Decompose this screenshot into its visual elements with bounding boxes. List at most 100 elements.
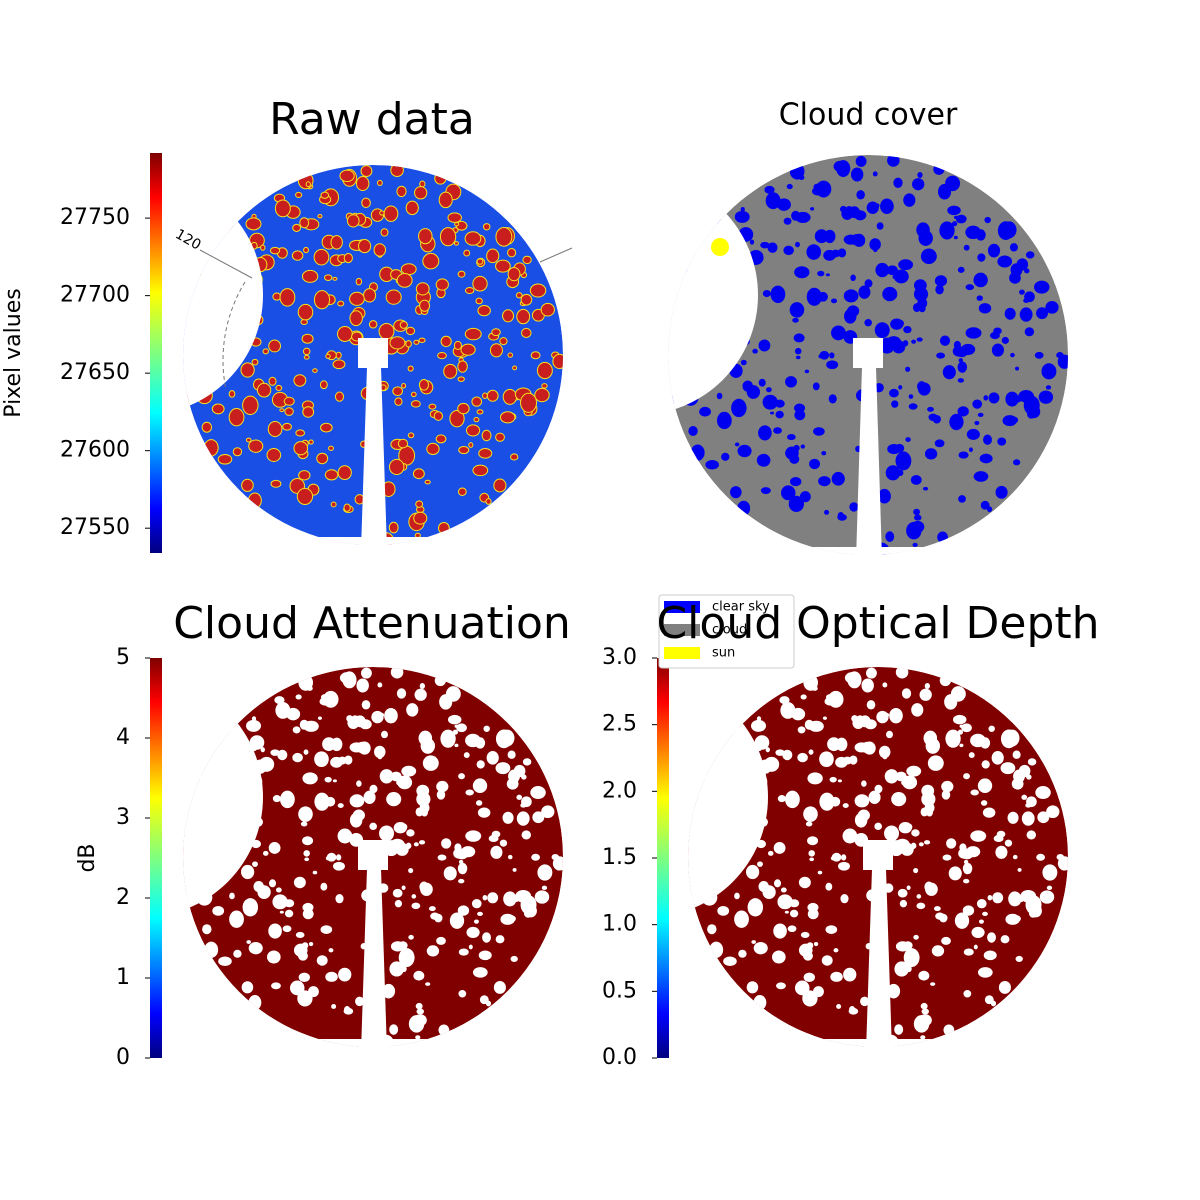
blob xyxy=(787,434,796,441)
blob xyxy=(777,894,793,910)
legend-swatch xyxy=(664,624,700,636)
blob xyxy=(457,905,470,916)
blob xyxy=(831,249,841,258)
blob xyxy=(491,328,501,337)
blob xyxy=(767,850,774,856)
blob xyxy=(296,487,314,505)
blob xyxy=(419,180,426,188)
blob xyxy=(887,983,901,999)
blob xyxy=(457,862,468,875)
blob xyxy=(260,747,265,753)
blob xyxy=(884,769,899,784)
blob xyxy=(770,285,786,304)
blob xyxy=(809,857,815,862)
blob xyxy=(300,821,308,827)
blob xyxy=(468,944,473,950)
blob xyxy=(399,320,408,329)
blob xyxy=(831,471,845,486)
blob xyxy=(295,191,303,199)
blob xyxy=(875,262,890,278)
blob xyxy=(918,1014,932,1027)
pole-head xyxy=(358,338,388,368)
blob xyxy=(1023,395,1040,415)
blob xyxy=(312,368,318,373)
blob xyxy=(979,453,993,464)
blob xyxy=(818,354,823,359)
blob xyxy=(530,351,541,360)
blob xyxy=(320,422,333,433)
blob xyxy=(800,444,806,449)
blob xyxy=(953,340,961,350)
blob xyxy=(1046,805,1060,819)
blob xyxy=(930,982,936,986)
blob xyxy=(257,885,271,899)
blob xyxy=(361,667,372,679)
blob xyxy=(438,1024,450,1036)
blob xyxy=(363,288,377,303)
blob xyxy=(390,165,404,177)
blob xyxy=(316,955,328,966)
blob xyxy=(965,284,975,291)
blob xyxy=(785,790,800,809)
blob xyxy=(923,730,938,746)
blob xyxy=(966,428,980,440)
blob xyxy=(521,327,532,338)
blob xyxy=(408,934,414,940)
blob xyxy=(920,1002,928,1010)
blob xyxy=(894,961,909,977)
blob xyxy=(333,861,345,871)
blob xyxy=(521,830,532,840)
blob xyxy=(413,970,425,981)
blob xyxy=(292,223,302,232)
blob xyxy=(992,892,1004,904)
blob xyxy=(486,389,499,402)
blob xyxy=(279,408,285,413)
blob xyxy=(217,453,233,465)
blob xyxy=(939,221,955,240)
blob xyxy=(882,286,898,302)
blob xyxy=(414,186,428,200)
blob xyxy=(389,336,406,350)
blob xyxy=(746,981,759,994)
blob xyxy=(917,381,927,392)
blob xyxy=(325,856,331,861)
image-content xyxy=(183,667,563,1047)
blob xyxy=(1004,307,1016,320)
blob xyxy=(902,775,918,790)
blob xyxy=(978,303,992,314)
blob xyxy=(282,925,292,933)
blob xyxy=(396,688,407,699)
blob xyxy=(730,486,742,499)
blob xyxy=(247,492,262,509)
blob xyxy=(272,795,281,803)
blob xyxy=(849,1005,856,1014)
blob xyxy=(849,755,858,765)
blob xyxy=(465,424,481,437)
blob xyxy=(271,982,281,990)
blob xyxy=(707,924,717,935)
blob xyxy=(842,803,849,808)
blob xyxy=(541,805,555,819)
blob xyxy=(458,948,469,956)
blob xyxy=(381,730,388,739)
blob xyxy=(477,911,483,917)
blob xyxy=(855,155,867,167)
blob xyxy=(358,239,372,254)
blob xyxy=(274,199,291,218)
blob xyxy=(849,502,859,512)
blob xyxy=(758,425,772,441)
blob xyxy=(242,898,259,917)
blob xyxy=(905,437,911,442)
blob xyxy=(512,868,517,872)
blob xyxy=(952,221,958,227)
blob xyxy=(507,854,513,860)
blob xyxy=(965,225,982,240)
blob xyxy=(449,409,465,428)
blob xyxy=(833,948,839,953)
blob xyxy=(973,471,989,482)
blob xyxy=(396,185,407,198)
blob xyxy=(916,894,922,899)
blob xyxy=(747,898,764,917)
blob xyxy=(434,172,447,185)
blob xyxy=(284,899,295,908)
